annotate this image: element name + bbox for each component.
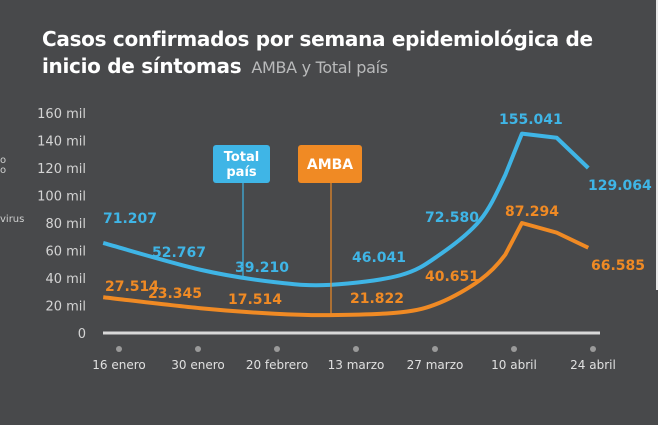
x-tick-dot xyxy=(195,346,201,352)
data-label: 23.345 xyxy=(148,286,202,302)
data-label: 39.210 xyxy=(235,260,289,276)
series-line-amba xyxy=(102,221,590,318)
x-tick-dot xyxy=(511,346,517,352)
data-label: 46.041 xyxy=(352,250,406,266)
legend-callout-box xyxy=(298,145,362,183)
y-tick-label: 20 mil xyxy=(45,300,86,315)
data-label: 129.064 xyxy=(588,178,652,194)
chart-title: Casos confirmados por semana epidemiológ… xyxy=(42,26,658,81)
legend-label: AMBA xyxy=(307,157,353,173)
x-tick-dot xyxy=(432,346,438,352)
x-tick-label: 30 enero xyxy=(171,358,224,372)
data-label: 17.514 xyxy=(228,292,282,308)
data-label: 21.822 xyxy=(350,291,404,307)
y-tick-label: 0 xyxy=(78,327,86,342)
right-edge-strip xyxy=(656,0,658,290)
x-tick-label: 13 marzo xyxy=(328,358,385,372)
data-label: 27.514 xyxy=(105,279,159,295)
data-label: 155.041 xyxy=(499,112,563,128)
y-tick-label: 40 mil xyxy=(45,272,86,287)
series-line-total-pais xyxy=(102,131,590,288)
y-tick-label: 100 mil xyxy=(37,190,86,205)
title-text: Casos confirmados por semana epidemiológ… xyxy=(42,27,593,78)
edge-fragment: o xyxy=(0,155,7,166)
edge-fragment: o xyxy=(0,165,7,176)
y-tick-label: 160 mil xyxy=(37,107,86,122)
y-tick-label: 80 mil xyxy=(45,217,86,232)
y-tick-label: 140 mil xyxy=(37,135,86,150)
data-label: 40.651 xyxy=(425,269,479,285)
x-tick-label: 20 febrero xyxy=(246,358,308,372)
x-tick-label: 10 abril xyxy=(491,358,537,372)
x-tick-dot xyxy=(116,346,122,352)
data-label: 72.580 xyxy=(425,210,479,226)
x-tick-label: 24 abril xyxy=(570,358,616,372)
legend-label: país xyxy=(226,165,257,180)
x-tick-dot xyxy=(353,346,359,352)
x-tick-label: 16 enero xyxy=(92,358,145,372)
data-label: 66.585 xyxy=(591,258,645,274)
data-label: 87.294 xyxy=(505,204,559,220)
data-label: 71.207 xyxy=(103,211,157,227)
chart-subtitle: AMBA y Total país xyxy=(251,58,388,77)
x-tick-label: 27 marzo xyxy=(407,358,464,372)
y-tick-label: 120 mil xyxy=(37,162,86,177)
data-label: 52.767 xyxy=(152,245,206,261)
legend-label: Total xyxy=(224,150,260,165)
edge-fragment: virus xyxy=(0,214,25,225)
y-tick-label: 60 mil xyxy=(45,245,86,260)
x-tick-dot xyxy=(590,346,596,352)
legend-callout-box xyxy=(213,145,270,183)
x-tick-dot xyxy=(274,346,280,352)
